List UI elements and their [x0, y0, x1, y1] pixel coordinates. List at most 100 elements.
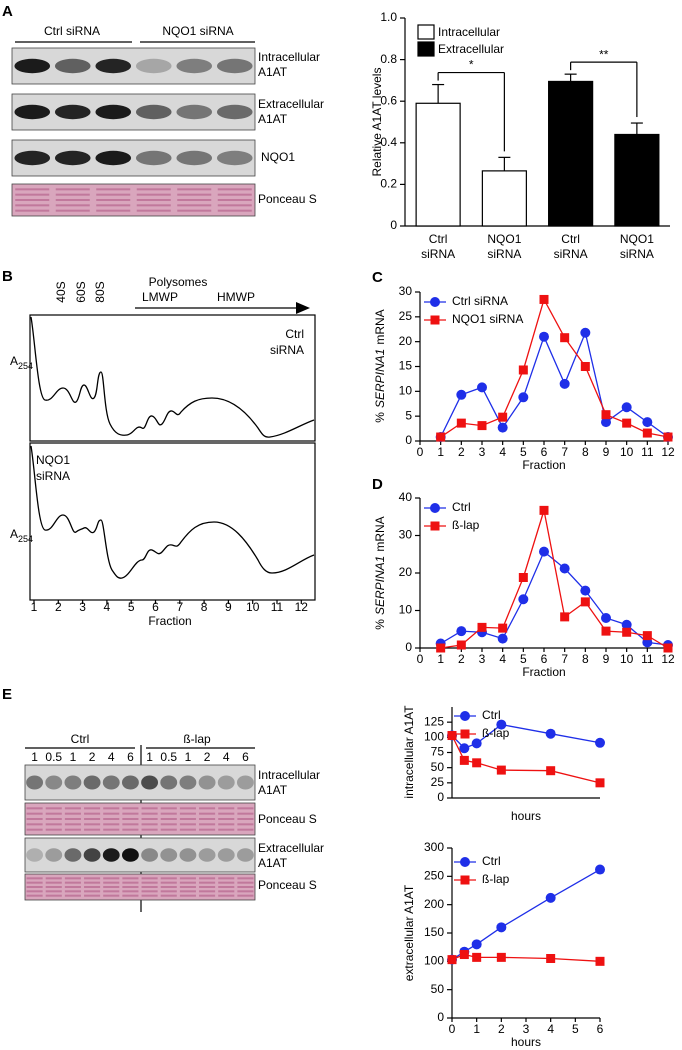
ponceau-band [84, 894, 101, 897]
x-axis-label: hours [511, 1035, 541, 1049]
marker [497, 422, 508, 433]
x-tick-label: siRNA [487, 247, 521, 261]
ponceau-band [26, 812, 43, 815]
ponceau-band [217, 188, 252, 191]
x-tick-label: 6 [152, 600, 159, 614]
marker [459, 950, 469, 960]
ponceau-band [237, 812, 254, 815]
ponceau-band [177, 193, 212, 196]
y-tick-label: 20 [399, 334, 413, 348]
band [141, 848, 159, 862]
marker [621, 619, 632, 630]
blot-bg [24, 764, 256, 801]
ponceau-band [218, 881, 235, 884]
band [141, 775, 159, 790]
y-axis-label: intracellular A1AT [402, 705, 416, 799]
x-tick-label: 4 [547, 1022, 554, 1036]
ponceau-band [122, 807, 139, 810]
ponceau-band [141, 828, 158, 831]
band [135, 58, 172, 74]
x-tick-label: 9 [603, 652, 610, 666]
blot [11, 139, 256, 177]
band [26, 848, 44, 862]
band [198, 775, 216, 790]
x-tick-label: 4 [499, 652, 506, 666]
ponceau-band [103, 890, 120, 893]
ponceau-band [237, 881, 254, 884]
ponceau-band [55, 209, 90, 212]
x-tick-label: 0 [417, 652, 424, 666]
marker [595, 864, 605, 875]
band [160, 775, 178, 790]
ponceau-band [84, 828, 101, 831]
x-tick-label: 8 [201, 600, 208, 614]
ponceau-band [199, 886, 216, 888]
x-tick-label: 6 [541, 652, 548, 666]
band [64, 775, 82, 790]
ponceau-band [199, 894, 216, 897]
x-tick-label: 7 [561, 445, 568, 459]
arrow-head [296, 302, 310, 314]
ponceau-band [218, 807, 235, 810]
y-tick-label: 0 [405, 433, 412, 447]
ponceau-band [96, 188, 131, 191]
series-line [440, 330, 669, 438]
y-label-sub: 254 [18, 534, 33, 544]
band [176, 104, 213, 120]
blot [24, 873, 256, 901]
ponceau-band [55, 204, 90, 207]
y-tick-label: 100 [424, 730, 444, 744]
y-label: A254 [10, 354, 33, 371]
ponceau-band [237, 818, 254, 820]
marker [601, 410, 611, 420]
ponceau-band [103, 894, 120, 897]
ponceau-band [179, 886, 196, 888]
x-axis-label: Fraction [522, 458, 565, 472]
marker [642, 428, 652, 438]
panel-label: C [372, 269, 383, 286]
blot [24, 764, 256, 801]
ponceau-band [103, 828, 120, 831]
band [176, 58, 213, 74]
ponceau-band [177, 188, 212, 191]
x-tick-label: 5 [520, 652, 527, 666]
x-tick-label: 12 [661, 652, 675, 666]
marker [539, 505, 549, 515]
y-label-part: SERPINA1 [373, 556, 387, 615]
blot-bg [11, 139, 256, 177]
ponceau-band [160, 823, 177, 826]
marker [580, 585, 591, 596]
ponceau-band [160, 886, 177, 888]
ponceau-band [84, 812, 101, 815]
ponceau-band [179, 877, 196, 880]
lane-label: 1 [185, 750, 192, 764]
ponceau-band [45, 823, 62, 826]
marker [595, 956, 605, 966]
band [26, 775, 44, 790]
ponceau-band [26, 828, 43, 831]
ponceau-band [217, 204, 252, 207]
y-label-part: SERPINA1 [373, 349, 387, 408]
marker [497, 633, 508, 644]
x-tick-label: 9 [603, 445, 610, 459]
group-label: Ctrl siRNA [44, 24, 100, 38]
band [54, 104, 91, 120]
ponceau-band [103, 818, 120, 820]
ponceau-band [237, 828, 254, 831]
panel-label: D [372, 476, 383, 493]
band [102, 775, 120, 790]
y-tick-label: 30 [399, 528, 413, 542]
marker [430, 315, 440, 325]
ponceau-band [55, 188, 90, 191]
x-tick-label: 8 [582, 445, 589, 459]
blot-bg [24, 802, 256, 836]
ponceau-band [64, 812, 81, 815]
marker [496, 952, 506, 962]
marker [560, 612, 570, 622]
legend-label: Extracellular [438, 42, 504, 56]
ponceau-band [199, 881, 216, 884]
y-axis-label: % SERPINA1 mRNA [373, 516, 387, 629]
marker [595, 737, 605, 748]
y-tick-label: 10 [399, 384, 413, 398]
